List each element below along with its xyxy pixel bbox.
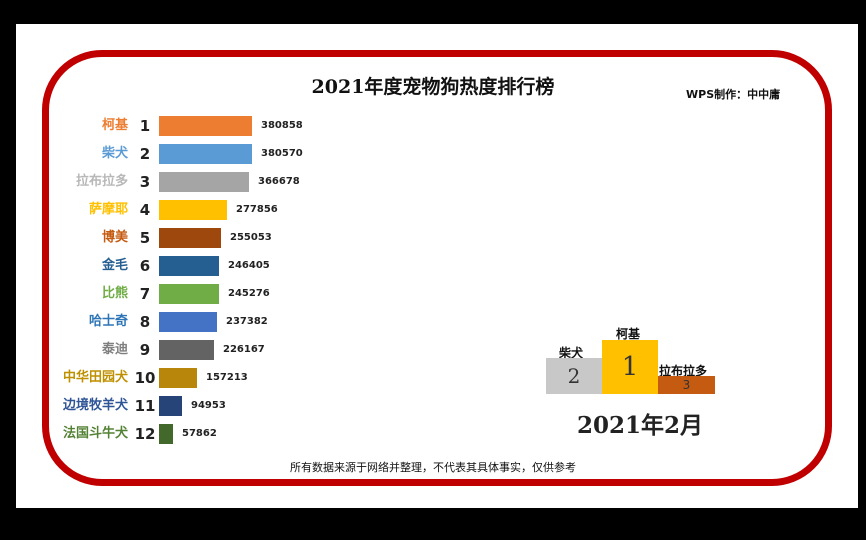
red-rounded-frame bbox=[42, 50, 832, 486]
value-label: 237382 bbox=[226, 316, 268, 327]
podium-third-name: 拉布拉多 bbox=[659, 364, 708, 378]
rank-number: 10 bbox=[134, 369, 156, 387]
podium-third-rank: 3 bbox=[682, 378, 691, 392]
value-label: 255053 bbox=[230, 232, 272, 243]
bar bbox=[159, 228, 221, 248]
chart-title: 2021年度宠物狗热度排行榜 bbox=[311, 76, 555, 98]
value-label: 57862 bbox=[182, 428, 217, 439]
value-label: 245276 bbox=[228, 288, 270, 299]
rank-number: 9 bbox=[139, 341, 151, 359]
breed-label: 博美 bbox=[101, 230, 128, 245]
breed-label: 泰迪 bbox=[101, 342, 128, 357]
breed-label: 法国斗牛犬 bbox=[62, 426, 128, 441]
value-label: 380570 bbox=[261, 148, 303, 159]
value-label: 157213 bbox=[206, 372, 248, 383]
rank-number: 7 bbox=[139, 285, 151, 303]
podium-first-name: 柯基 bbox=[616, 327, 641, 341]
author-credit: WPS制作：中中庸 bbox=[686, 88, 781, 101]
bar bbox=[159, 256, 219, 276]
value-label: 226167 bbox=[223, 344, 265, 355]
bar bbox=[159, 424, 173, 444]
podium-third-block: 3 bbox=[658, 376, 715, 394]
bar bbox=[159, 312, 217, 332]
bar bbox=[159, 368, 197, 388]
rank-number: 3 bbox=[139, 173, 151, 191]
bar bbox=[159, 200, 227, 220]
bar bbox=[159, 396, 182, 416]
value-label: 246405 bbox=[228, 260, 270, 271]
value-label: 277856 bbox=[236, 204, 278, 215]
podium-second-block: 2 bbox=[546, 358, 602, 394]
breed-label: 柴犬 bbox=[101, 146, 128, 161]
breed-label: 中华田园犬 bbox=[62, 370, 128, 385]
podium-first-rank: 1 bbox=[621, 352, 639, 382]
rank-number: 8 bbox=[139, 313, 151, 331]
rank-number: 2 bbox=[139, 145, 151, 163]
podium-second-name: 柴犬 bbox=[559, 346, 584, 360]
breed-label: 萨摩耶 bbox=[88, 202, 128, 217]
breed-label: 拉布拉多 bbox=[75, 174, 128, 189]
breed-label: 哈士奇 bbox=[88, 314, 128, 329]
disclaimer: 所有数据来源于网络并整理，不代表其具体事实，仅供参考 bbox=[290, 461, 576, 474]
rank-number: 11 bbox=[134, 397, 156, 415]
period-label: 2021年2月 bbox=[576, 412, 704, 439]
value-label: 366678 bbox=[258, 176, 300, 187]
breed-label: 比熊 bbox=[101, 286, 128, 301]
bar bbox=[159, 340, 214, 360]
rank-number: 5 bbox=[139, 229, 151, 247]
breed-label: 柯基 bbox=[101, 118, 128, 133]
bar bbox=[159, 116, 252, 136]
chart-canvas bbox=[16, 24, 858, 508]
breed-label: 边境牧羊犬 bbox=[62, 398, 128, 413]
rank-number: 1 bbox=[139, 117, 151, 135]
podium-first-block: 1 bbox=[602, 340, 658, 394]
breed-label: 金毛 bbox=[101, 258, 128, 273]
bar bbox=[159, 172, 249, 192]
rank-number: 12 bbox=[134, 425, 156, 443]
bar bbox=[159, 284, 219, 304]
podium-second-rank: 2 bbox=[567, 364, 581, 388]
rank-number: 4 bbox=[139, 201, 151, 219]
value-label: 94953 bbox=[191, 400, 226, 411]
rank-number: 6 bbox=[139, 257, 151, 275]
value-label: 380858 bbox=[261, 120, 303, 131]
bar bbox=[159, 144, 252, 164]
